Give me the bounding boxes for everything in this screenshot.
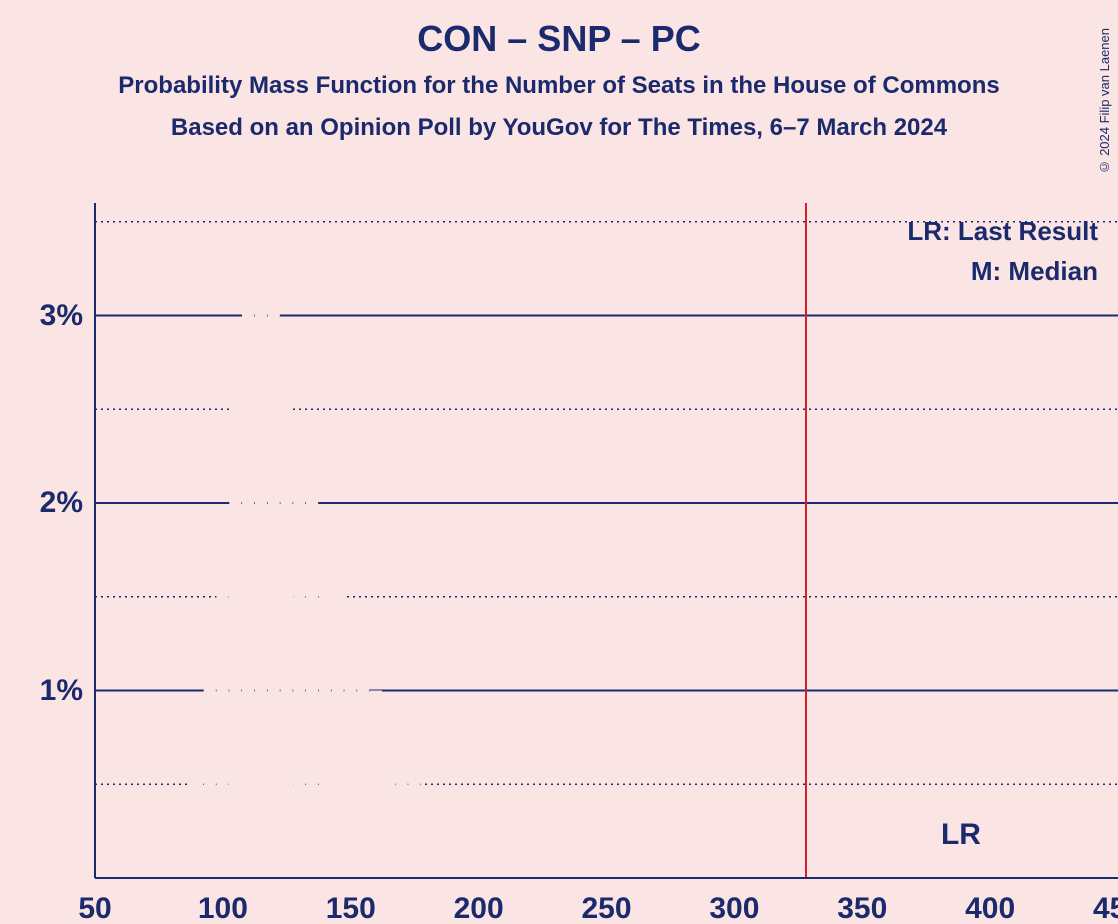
pmf-bar	[459, 831, 471, 878]
pmf-bar	[408, 769, 420, 878]
chart-subtitle-1: Probability Mass Function for the Number…	[0, 72, 1118, 100]
pmf-bar	[332, 587, 344, 878]
pmf-bar	[204, 672, 216, 878]
pmf-bar	[523, 869, 535, 878]
pmf-bar	[229, 391, 241, 879]
chart-svg	[95, 203, 1118, 924]
pmf-bar	[191, 766, 203, 879]
pmf-bar	[511, 865, 523, 878]
pmf-bar	[434, 803, 446, 878]
pmf-bar	[357, 653, 369, 878]
pmf-bar	[268, 287, 280, 878]
pmf-bar	[421, 788, 433, 878]
legend-lr: LR: Last Result	[907, 216, 1098, 247]
pmf-bar	[319, 550, 331, 878]
pmf-bar	[344, 616, 356, 879]
pmf-bar	[370, 691, 382, 879]
xtick-300: 300	[709, 892, 759, 924]
chart-subtitle-2: Based on an Opinion Poll by YouGov for T…	[0, 114, 1118, 142]
lr-axis-label: LR	[941, 818, 981, 852]
xtick-400: 400	[965, 892, 1015, 924]
ytick-1: 1%	[40, 674, 83, 708]
ytick-3: 3%	[40, 299, 83, 333]
plot-area	[95, 203, 1118, 878]
xtick-450: 450	[1093, 892, 1118, 924]
xtick-150: 150	[326, 892, 376, 924]
copyright-text: © 2024 Filip van Laenen	[1097, 28, 1112, 175]
pmf-bar	[383, 719, 395, 878]
pmf-bar	[178, 822, 190, 878]
pmf-bar	[472, 841, 484, 879]
pmf-bar	[485, 850, 497, 878]
xtick-350: 350	[837, 892, 887, 924]
ytick-2: 2%	[40, 486, 83, 520]
pmf-bar	[447, 818, 459, 878]
xtick-250: 250	[581, 892, 631, 924]
legend-m: M: Median	[971, 256, 1098, 287]
pmf-bar	[255, 259, 267, 878]
xtick-200: 200	[454, 892, 504, 924]
pmf-bar	[293, 428, 305, 878]
xtick-100: 100	[198, 892, 248, 924]
pmf-bar	[165, 850, 177, 878]
pmf-bar	[153, 869, 165, 878]
pmf-bar	[498, 859, 510, 878]
pmf-bar	[280, 353, 292, 878]
pmf-bar	[216, 541, 228, 879]
pmf-bar	[396, 747, 408, 878]
pmf-bar	[242, 297, 254, 878]
xtick-50: 50	[78, 892, 111, 924]
chart-title: CON – SNP – PC	[0, 18, 1118, 60]
pmf-bar	[306, 494, 318, 878]
